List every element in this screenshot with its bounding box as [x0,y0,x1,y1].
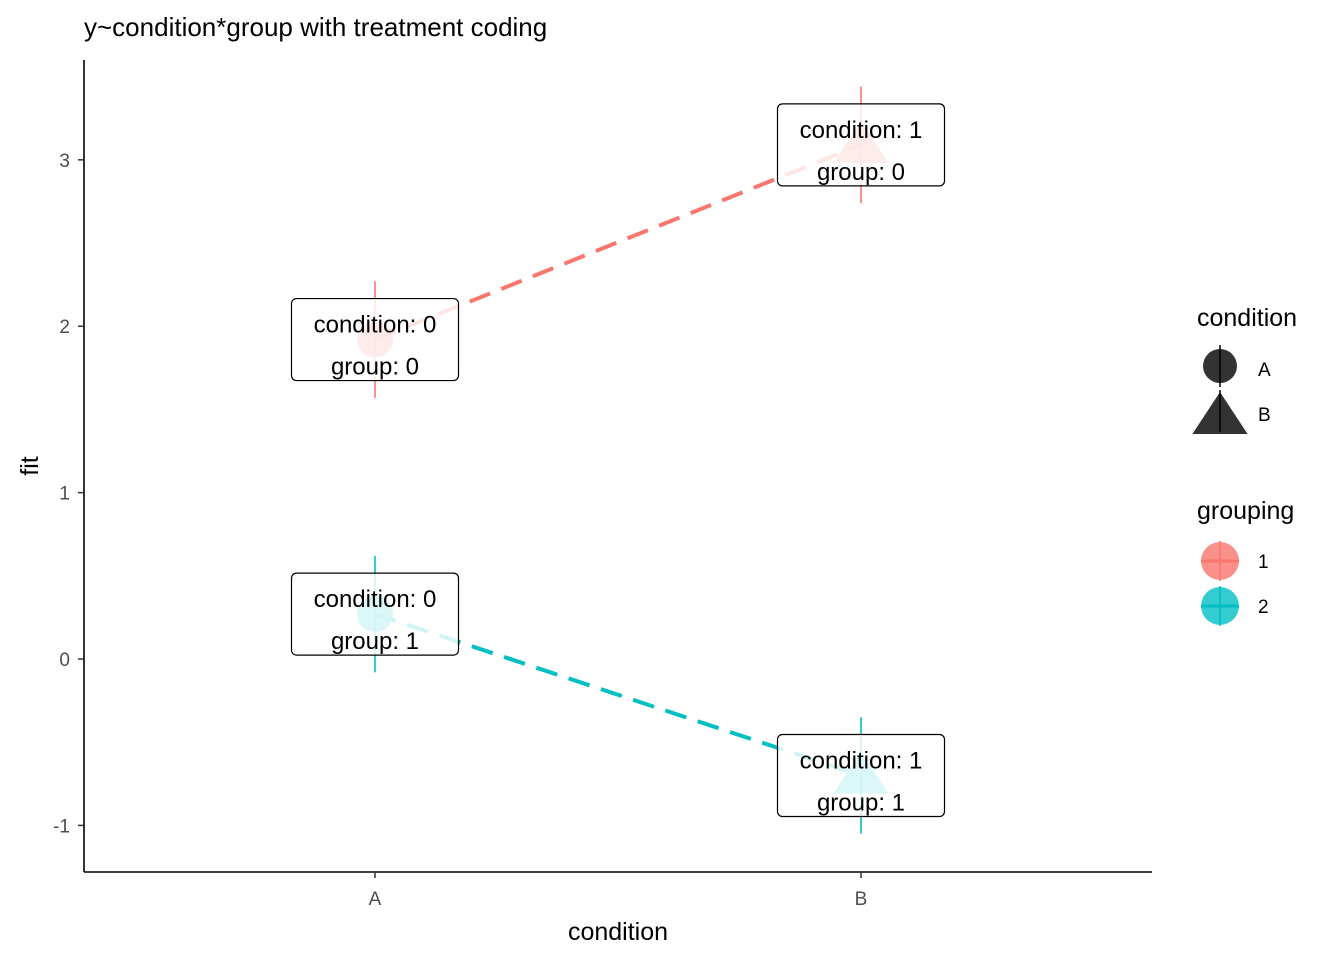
legend-label: B [1258,405,1271,426]
y-tick-label: 0 [59,650,70,671]
data-label-box [776,733,946,818]
data-label-line: group: 0 [331,354,419,381]
data-label: condition: 1 group: 0 [776,103,946,187]
chart-title: y~condition*group with treatment coding [84,12,547,42]
legend-color-items: 12 [1201,541,1269,626]
x-tick-label: B [855,889,868,910]
data-label-line: group: 1 [331,628,419,655]
data-label: condition: 1 group: 1 [776,733,946,818]
legend-key-B: B [1192,390,1271,434]
x-tick-label: A [369,889,382,910]
data-label-line: condition: 0 [314,586,437,613]
legend-key-2: 2 [1201,586,1269,626]
legend-label: 2 [1258,597,1269,618]
x-axis-title: condition [568,918,668,946]
plot-area: condition: 0 group: 0 condition: 1 group: 0… [290,86,946,834]
y-axis-ticks: -1 0 1 2 3 [53,151,84,837]
y-tick-label: -1 [53,816,70,837]
data-label-line: group: 1 [817,789,905,816]
y-axis-title: fit [16,456,44,476]
data-label-box [290,297,460,382]
data-label: condition: 0 group: 1 [290,572,460,656]
legend-title-condition: condition [1197,304,1297,332]
data-label-box [290,572,460,656]
y-tick-label: 2 [59,317,70,338]
data-label-line: condition: 1 [800,747,923,774]
y-tick-label: 3 [59,151,70,172]
y-tick-label: 1 [59,484,70,505]
legend: condition AB grouping 12 [1192,304,1297,626]
legend-key-1: 1 [1201,541,1269,581]
data-label-line: condition: 1 [800,117,923,144]
data-label: condition: 0 group: 0 [290,297,460,382]
legend-key-A: A [1203,345,1271,387]
legend-label: A [1258,360,1271,381]
data-label-box [776,103,946,187]
data-label-line: group: 0 [817,159,905,186]
legend-label: 1 [1258,552,1269,573]
data-label-line: condition: 0 [314,312,437,339]
legend-shape-items: AB [1192,345,1271,434]
legend-title-grouping: grouping [1197,497,1294,525]
